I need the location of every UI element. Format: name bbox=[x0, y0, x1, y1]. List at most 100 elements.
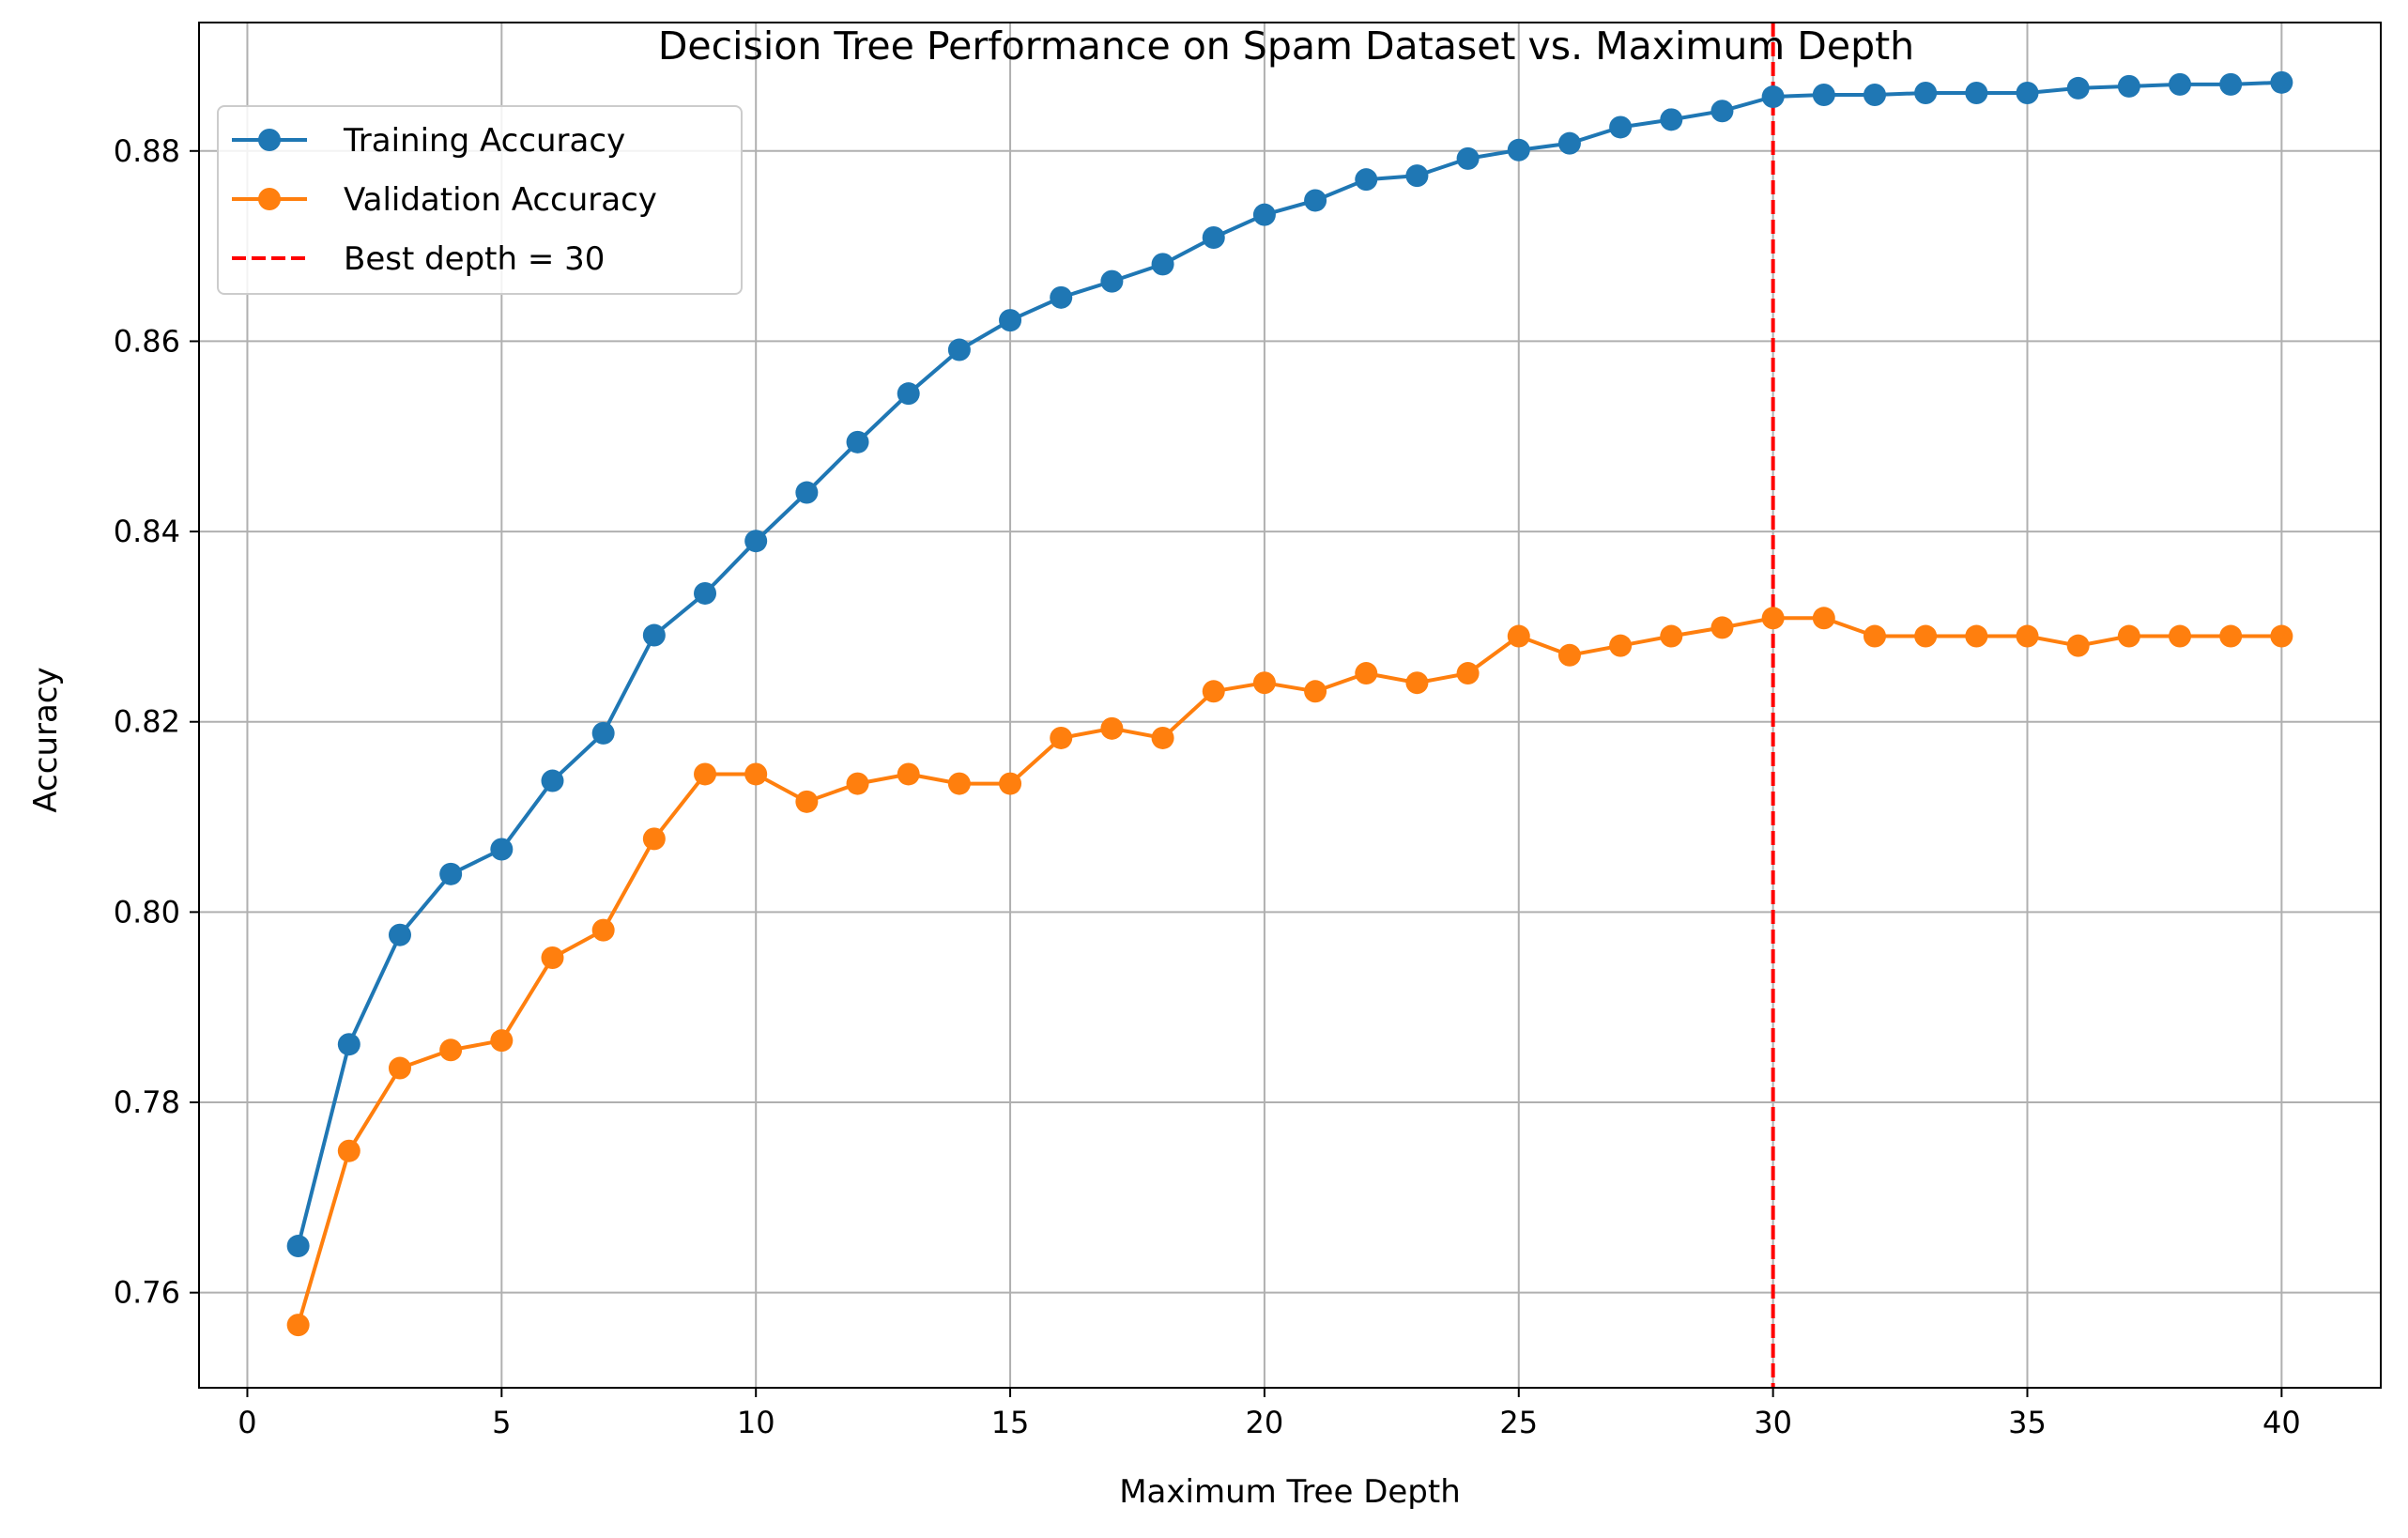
x-axis-ticks: 0 5 10 15 20 25 30 35 40 bbox=[238, 1388, 2301, 1440]
data-point-training bbox=[1863, 84, 1886, 107]
data-point-validation bbox=[1304, 680, 1327, 703]
x-tick-label: 40 bbox=[2262, 1405, 2301, 1440]
x-tick-label: 0 bbox=[238, 1405, 256, 1440]
data-point-training bbox=[1355, 168, 1378, 192]
data-point-validation bbox=[1863, 624, 1886, 648]
legend-entry-validation: Validation Accuracy bbox=[232, 181, 657, 219]
x-tick-label: 10 bbox=[737, 1405, 775, 1440]
data-point-training bbox=[1202, 225, 1225, 249]
data-point-training bbox=[490, 838, 514, 861]
data-point-validation bbox=[2016, 624, 2039, 648]
data-point-validation bbox=[591, 918, 615, 942]
y-axis-label: Accuracy bbox=[27, 667, 65, 812]
data-point-validation bbox=[1405, 671, 1429, 695]
data-point-training bbox=[1507, 138, 1530, 161]
data-point-validation bbox=[1660, 624, 1683, 648]
data-point-validation bbox=[999, 772, 1022, 795]
data-point-training bbox=[744, 530, 768, 553]
data-point-training bbox=[541, 769, 564, 792]
data-point-training bbox=[1456, 146, 1480, 170]
data-point-training bbox=[1609, 115, 1633, 139]
legend-label-validation: Validation Accuracy bbox=[344, 181, 657, 219]
data-point-training bbox=[286, 1235, 310, 1258]
y-axis-ticks: 0.76 0.78 0.80 0.82 0.84 0.86 0.88 bbox=[114, 133, 199, 1311]
data-point-validation bbox=[897, 762, 920, 786]
data-point-validation bbox=[795, 790, 819, 813]
data-point-validation bbox=[2270, 624, 2293, 648]
data-point-validation bbox=[642, 827, 666, 851]
x-tick-label: 35 bbox=[2008, 1405, 2047, 1440]
data-point-training bbox=[2016, 81, 2039, 104]
series-line-training bbox=[296, 80, 2282, 1247]
data-point-training bbox=[1812, 84, 1835, 107]
data-point-validation bbox=[286, 1314, 310, 1337]
data-point-validation bbox=[1202, 680, 1225, 703]
data-point-validation bbox=[1710, 616, 1734, 639]
y-tick-label: 0.80 bbox=[114, 894, 180, 930]
data-point-training bbox=[2219, 72, 2243, 96]
data-point-validation bbox=[2066, 634, 2090, 657]
x-tick-label: 15 bbox=[991, 1405, 1030, 1440]
y-tick-label: 0.86 bbox=[114, 323, 180, 359]
data-point-training bbox=[1151, 253, 1174, 276]
data-point-validation bbox=[337, 1139, 360, 1162]
data-point-training bbox=[694, 581, 717, 605]
data-point-training bbox=[1304, 189, 1327, 212]
data-point-training bbox=[1252, 203, 1276, 226]
data-point-validation bbox=[1609, 634, 1633, 657]
data-point-training bbox=[1914, 81, 1938, 104]
series-markers bbox=[286, 70, 2293, 1337]
y-tick-label: 0.84 bbox=[114, 514, 180, 549]
data-point-validation bbox=[1151, 726, 1174, 749]
x-tick-label: 20 bbox=[1246, 1405, 1284, 1440]
data-point-validation bbox=[2219, 624, 2243, 648]
data-point-training bbox=[337, 1033, 360, 1056]
data-point-training bbox=[846, 430, 869, 454]
y-tick-label: 0.88 bbox=[114, 133, 180, 169]
series-line-validation bbox=[296, 616, 2282, 1326]
data-point-validation bbox=[846, 772, 869, 795]
data-point-validation bbox=[2169, 624, 2192, 648]
x-tick-label: 5 bbox=[492, 1405, 511, 1440]
data-point-training bbox=[897, 382, 920, 406]
data-point-training bbox=[1965, 81, 1988, 104]
data-point-validation bbox=[694, 762, 717, 786]
data-point-training bbox=[1100, 269, 1124, 293]
data-point-validation bbox=[1812, 607, 1835, 630]
data-point-validation bbox=[1557, 643, 1581, 667]
data-point-training bbox=[1761, 85, 1785, 109]
data-point-training bbox=[1405, 164, 1429, 188]
data-point-training bbox=[795, 481, 819, 504]
y-tick-label: 0.82 bbox=[114, 704, 180, 740]
data-point-validation bbox=[1456, 662, 1480, 685]
data-point-training bbox=[1050, 285, 1073, 309]
data-point-validation bbox=[1100, 716, 1124, 740]
legend-label-best-depth: Best depth = 30 bbox=[344, 240, 605, 278]
data-point-training bbox=[947, 338, 971, 361]
data-point-validation bbox=[541, 946, 564, 970]
legend-entry-training: Training Accuracy bbox=[232, 122, 625, 160]
legend-marker-training bbox=[258, 129, 281, 151]
series-lines bbox=[296, 80, 2282, 1326]
data-point-validation bbox=[744, 762, 768, 786]
x-axis-label: Maximum Tree Depth bbox=[1119, 1473, 1461, 1511]
data-point-validation bbox=[1355, 662, 1378, 685]
data-point-validation bbox=[2117, 624, 2140, 648]
data-point-validation bbox=[1965, 624, 1988, 648]
grid-lines bbox=[199, 23, 2381, 1388]
data-point-training bbox=[1660, 108, 1683, 131]
data-point-training bbox=[1710, 100, 1734, 123]
data-point-validation bbox=[1914, 624, 1938, 648]
data-point-training bbox=[999, 309, 1022, 332]
data-point-training bbox=[2169, 72, 2192, 96]
data-point-training bbox=[1557, 131, 1581, 155]
data-point-training bbox=[2066, 76, 2090, 100]
x-tick-label: 30 bbox=[1754, 1405, 1792, 1440]
legend-marker-validation bbox=[258, 188, 281, 210]
x-tick-label: 25 bbox=[1499, 1405, 1538, 1440]
legend: Training Accuracy Validation Accuracy Be… bbox=[217, 105, 743, 295]
data-point-validation bbox=[1050, 726, 1073, 749]
data-point-validation bbox=[439, 1038, 463, 1062]
data-point-validation bbox=[1252, 671, 1276, 695]
